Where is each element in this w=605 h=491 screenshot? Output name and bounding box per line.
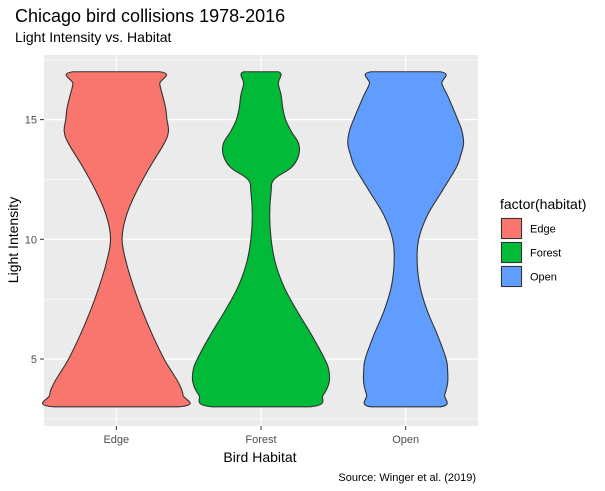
x-axis-title: Bird Habitat xyxy=(223,449,296,465)
legend-swatch-edge xyxy=(501,218,522,239)
violins xyxy=(42,71,465,408)
legend: factor(habitat) Edge Forest Open xyxy=(500,196,586,288)
y-axis-ticks: 5 10 15 xyxy=(25,115,44,366)
chart-title: Chicago bird collisions 1978-2016 xyxy=(15,6,285,26)
legend-label-edge: Edge xyxy=(530,224,556,236)
x-axis-ticks: Edge Forest Open xyxy=(103,426,419,446)
x-tick-label: Edge xyxy=(103,434,129,446)
y-axis-title: Light Intensity xyxy=(5,197,21,283)
legend-title: factor(habitat) xyxy=(500,196,586,212)
violin-edge xyxy=(42,71,191,408)
y-tick-label: 15 xyxy=(25,115,37,127)
legend-swatch-open xyxy=(501,266,522,287)
violin-forest xyxy=(191,71,331,408)
x-tick-label: Forest xyxy=(245,434,276,446)
legend-label-open: Open xyxy=(530,272,557,284)
y-tick-label: 10 xyxy=(25,234,37,246)
caption: Source: Winger et al. (2019) xyxy=(338,472,476,484)
x-tick-label: Open xyxy=(392,434,419,446)
y-tick-label: 5 xyxy=(31,354,37,366)
chart-subtitle: Light Intensity vs. Habitat xyxy=(15,29,172,45)
violin-open xyxy=(347,71,465,408)
legend-swatch-forest xyxy=(501,242,522,263)
legend-label-forest: Forest xyxy=(530,248,561,260)
